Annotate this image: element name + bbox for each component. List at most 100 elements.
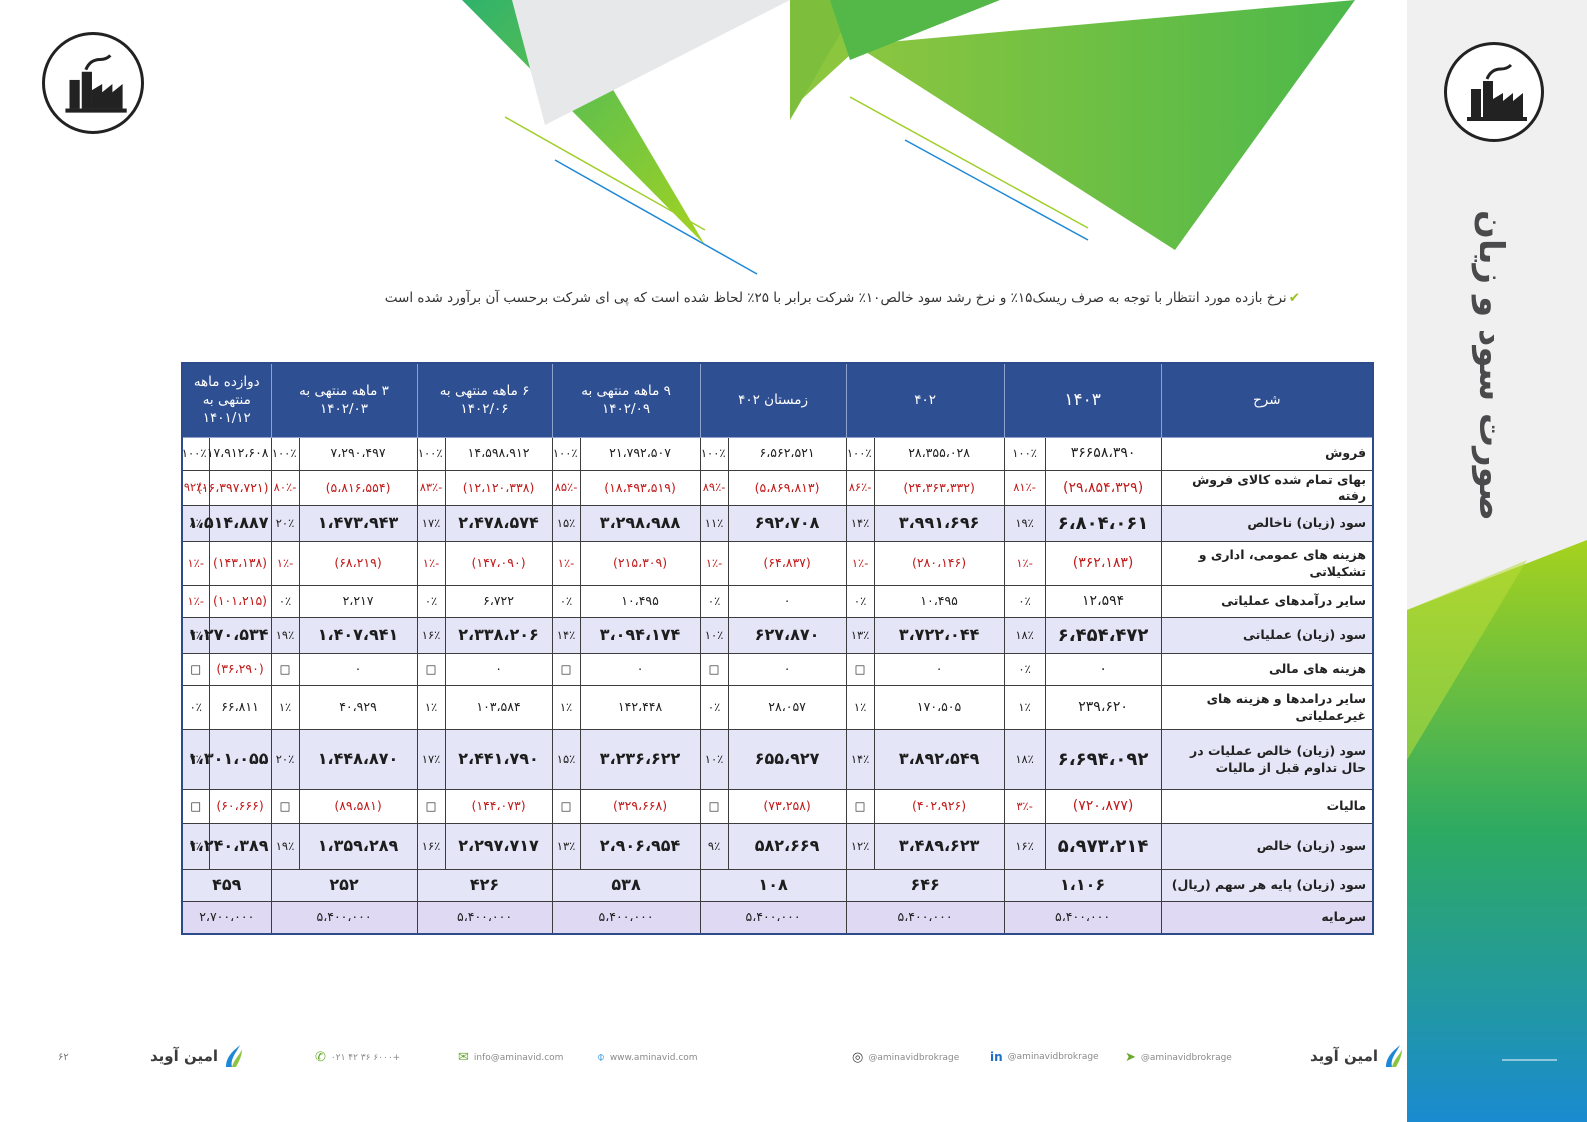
value-cell: ۶،۶۹۴،۰۹۲ [1044,729,1162,790]
value-cell: (۷۲۰،۸۷۷) [1044,789,1162,824]
value-cell: (۶۸،۲۱۹) [298,541,418,586]
percent-cell: ۸٪ [181,505,210,542]
percent-cell: -۸۶٪ [845,469,875,506]
brand-name: امین آوید [1310,1047,1379,1065]
value-cell: (۱۸،۴۹۳،۵۱۹) [579,469,701,506]
table-row: سود (زیان) خالص عملیات در حال تداوم قبل … [181,729,1374,790]
percent-cell: ۰٪ [845,585,875,618]
percent-cell: -۱٪ [699,541,729,586]
eps-value: ۲۵۲ [270,869,418,902]
percent-cell: ۰٪ [416,585,446,618]
check-icon: ✔ [1288,290,1300,306]
percent-cell: □ [699,789,729,824]
footer-telegram[interactable]: ➤ @aminavidbrokrage [1125,1050,1232,1065]
value-cell: ۳،۰۹۴،۱۷۴ [579,617,701,654]
percent-cell: ۱۴٪ [845,729,875,790]
capital-value: ۵،۴۰۰،۰۰۰ [1003,901,1162,934]
footer-email[interactable]: ✉ info@aminavid.com [458,1050,564,1065]
value-cell: ۲۸،۳۵۵،۰۲۸ [873,436,1005,471]
percent-cell: □ [270,789,300,824]
value-cell: (۵،۸۶۹،۸۱۳) [727,469,847,506]
value-cell: ۶۶،۸۱۱ [208,685,272,730]
row-label: سود (زیان) خالص عملیات در حال تداوم قبل … [1160,729,1374,790]
value-cell: (۲۹،۸۵۴،۳۲۹) [1044,469,1162,506]
percent-cell: -۸۹٪ [699,469,729,506]
header-1403: ۱۴۰۳ [1003,362,1162,438]
value-cell: ۱،۴۴۸،۸۷۰ [298,729,418,790]
percent-cell: -۹۲٪ [181,469,210,506]
value-cell: ۱۷۰،۵۰۵ [873,685,1005,730]
percent-cell: □ [699,653,729,686]
value-cell: ۶۲۷،۸۷۰ [727,617,847,654]
percent-cell: ۱۰٪ [699,729,729,790]
brand-right: امین آوید [1310,1043,1404,1069]
value-cell: ۰ [727,585,847,618]
header-9-month: ۹ ماهه منتهی به ۱۴۰۲/۰۹ [551,362,701,438]
percent-cell: □ [416,789,446,824]
percent-cell: ۱٪ [416,685,446,730]
brand-left: امین آوید [150,1043,244,1069]
value-cell: ۲۳۹،۶۲۰ [1044,685,1162,730]
row-label: هزینه های مالی [1160,653,1374,686]
row-label: سود (زیان) ناخالص [1160,505,1374,542]
row-label: بهای تمام شده کالای فروش رفته [1160,469,1374,506]
row-label: سایر درامدها و هزینه های غیرعملیاتی [1160,685,1374,730]
percent-cell: ۷٪ [181,617,210,654]
factory-logo-icon [42,32,144,134]
percent-cell: ۲۰٪ [270,729,300,790]
value-cell: ۲،۲۹۷،۷۱۷ [444,823,553,870]
percent-cell: □ [551,789,581,824]
capital-value: ۲،۷۰۰،۰۰۰ [181,901,272,934]
value-cell: (۱۲،۱۲۰،۳۳۸) [444,469,553,506]
percent-cell: ۱۰۰٪ [416,436,446,471]
instagram-icon: ◎ [852,1050,864,1065]
value-cell: ۱۴،۵۹۸،۹۱۲ [444,436,553,471]
value-cell: ۰ [1044,653,1162,686]
footer-phone[interactable]: ✆ ۰۲۱ ۴۲ ۳۶ ۶۰۰۰+ [315,1050,401,1065]
row-label: سود (زیان) عملیاتی [1160,617,1374,654]
header-winter-402: زمستان ۴۰۲ [699,362,847,438]
row-label: هزینه های عمومی، اداری و تشکیلاتی [1160,541,1374,586]
percent-cell: -۸۱٪ [1003,469,1046,506]
footer-web[interactable]: ⌽ www.aminavid.com [597,1050,698,1065]
value-cell: (۱۶،۳۹۷،۷۲۱) [197,469,272,506]
value-cell: ۱۷،۹۱۲،۶۰۸ [207,436,272,471]
percent-cell: ۲۰٪ [270,505,300,542]
value-cell: ۶،۷۲۲ [444,585,553,618]
percent-cell: ۰٪ [1003,585,1046,618]
percent-cell: ۰٪ [1003,653,1046,686]
percent-cell: ۷٪ [181,823,210,870]
row-label: سود (زیان) خالص [1160,823,1374,870]
value-cell: ۰ [579,653,701,686]
income-statement-table: شرح ۱۴۰۳ ۴۰۲ زمستان ۴۰۲ ۹ ماهه منتهی به … [181,362,1375,935]
value-cell: (۵،۸۱۶،۵۵۴) [298,469,418,506]
table-row: فروش ۳۶۶۵۸،۳۹۰ ۱۰۰٪ ۲۸،۳۵۵،۰۲۸ ۱۰۰٪ ۶،۵۶۲،۵۲۱… [181,436,1374,471]
percent-cell: ۱۰۰٪ [270,436,300,471]
header-3-month: ۳ ماهه منتهی به ۱۴۰۲/۰۳ [270,362,418,438]
footer-linkedin[interactable]: in @aminavidbrokrage [990,1050,1099,1064]
value-cell: ۳،۲۹۸،۹۸۸ [579,505,701,542]
email-icon: ✉ [458,1050,469,1065]
percent-cell: ۱٪ [845,685,875,730]
percent-cell: ۱۸٪ [1003,729,1046,790]
value-cell: ۶،۸۰۴،۰۶۱ [1044,505,1162,542]
row-label: سود (زیان) پایه هر سهم (ریال) [1160,869,1374,902]
percent-cell: ۱۹٪ [270,823,300,870]
percent-cell: ۱۳٪ [551,823,581,870]
value-cell: ۱،۵۱۴،۸۸۷ [188,505,272,542]
value-cell: ۶،۴۵۴،۴۷۲ [1044,617,1162,654]
value-cell: ۴۰،۹۲۹ [298,685,418,730]
value-cell: ۳۶۶۵۸،۳۹۰ [1044,436,1162,471]
value-cell: ۱،۴۰۷،۹۴۱ [298,617,418,654]
capital-value: ۵،۴۰۰،۰۰۰ [845,901,1005,934]
value-cell: ۵،۹۷۳،۲۱۴ [1044,823,1162,870]
footer-instagram[interactable]: ◎ @aminavidbrokrage [852,1050,960,1065]
capital-value: ۵،۴۰۰،۰۰۰ [699,901,847,934]
table-row: بهای تمام شده کالای فروش رفته (۲۹،۸۵۴،۳۲۹… [181,469,1374,506]
value-cell: (۴۰۲،۹۲۶) [873,789,1005,824]
value-cell: ۲۱،۷۹۲،۵۰۷ [579,436,701,471]
brand-logo-icon [226,1045,243,1067]
percent-cell: ۱۰۰٪ [1003,436,1046,471]
value-cell: (۱۴۳،۱۳۸) [208,541,272,586]
percent-cell: ۰٪ [551,585,581,618]
